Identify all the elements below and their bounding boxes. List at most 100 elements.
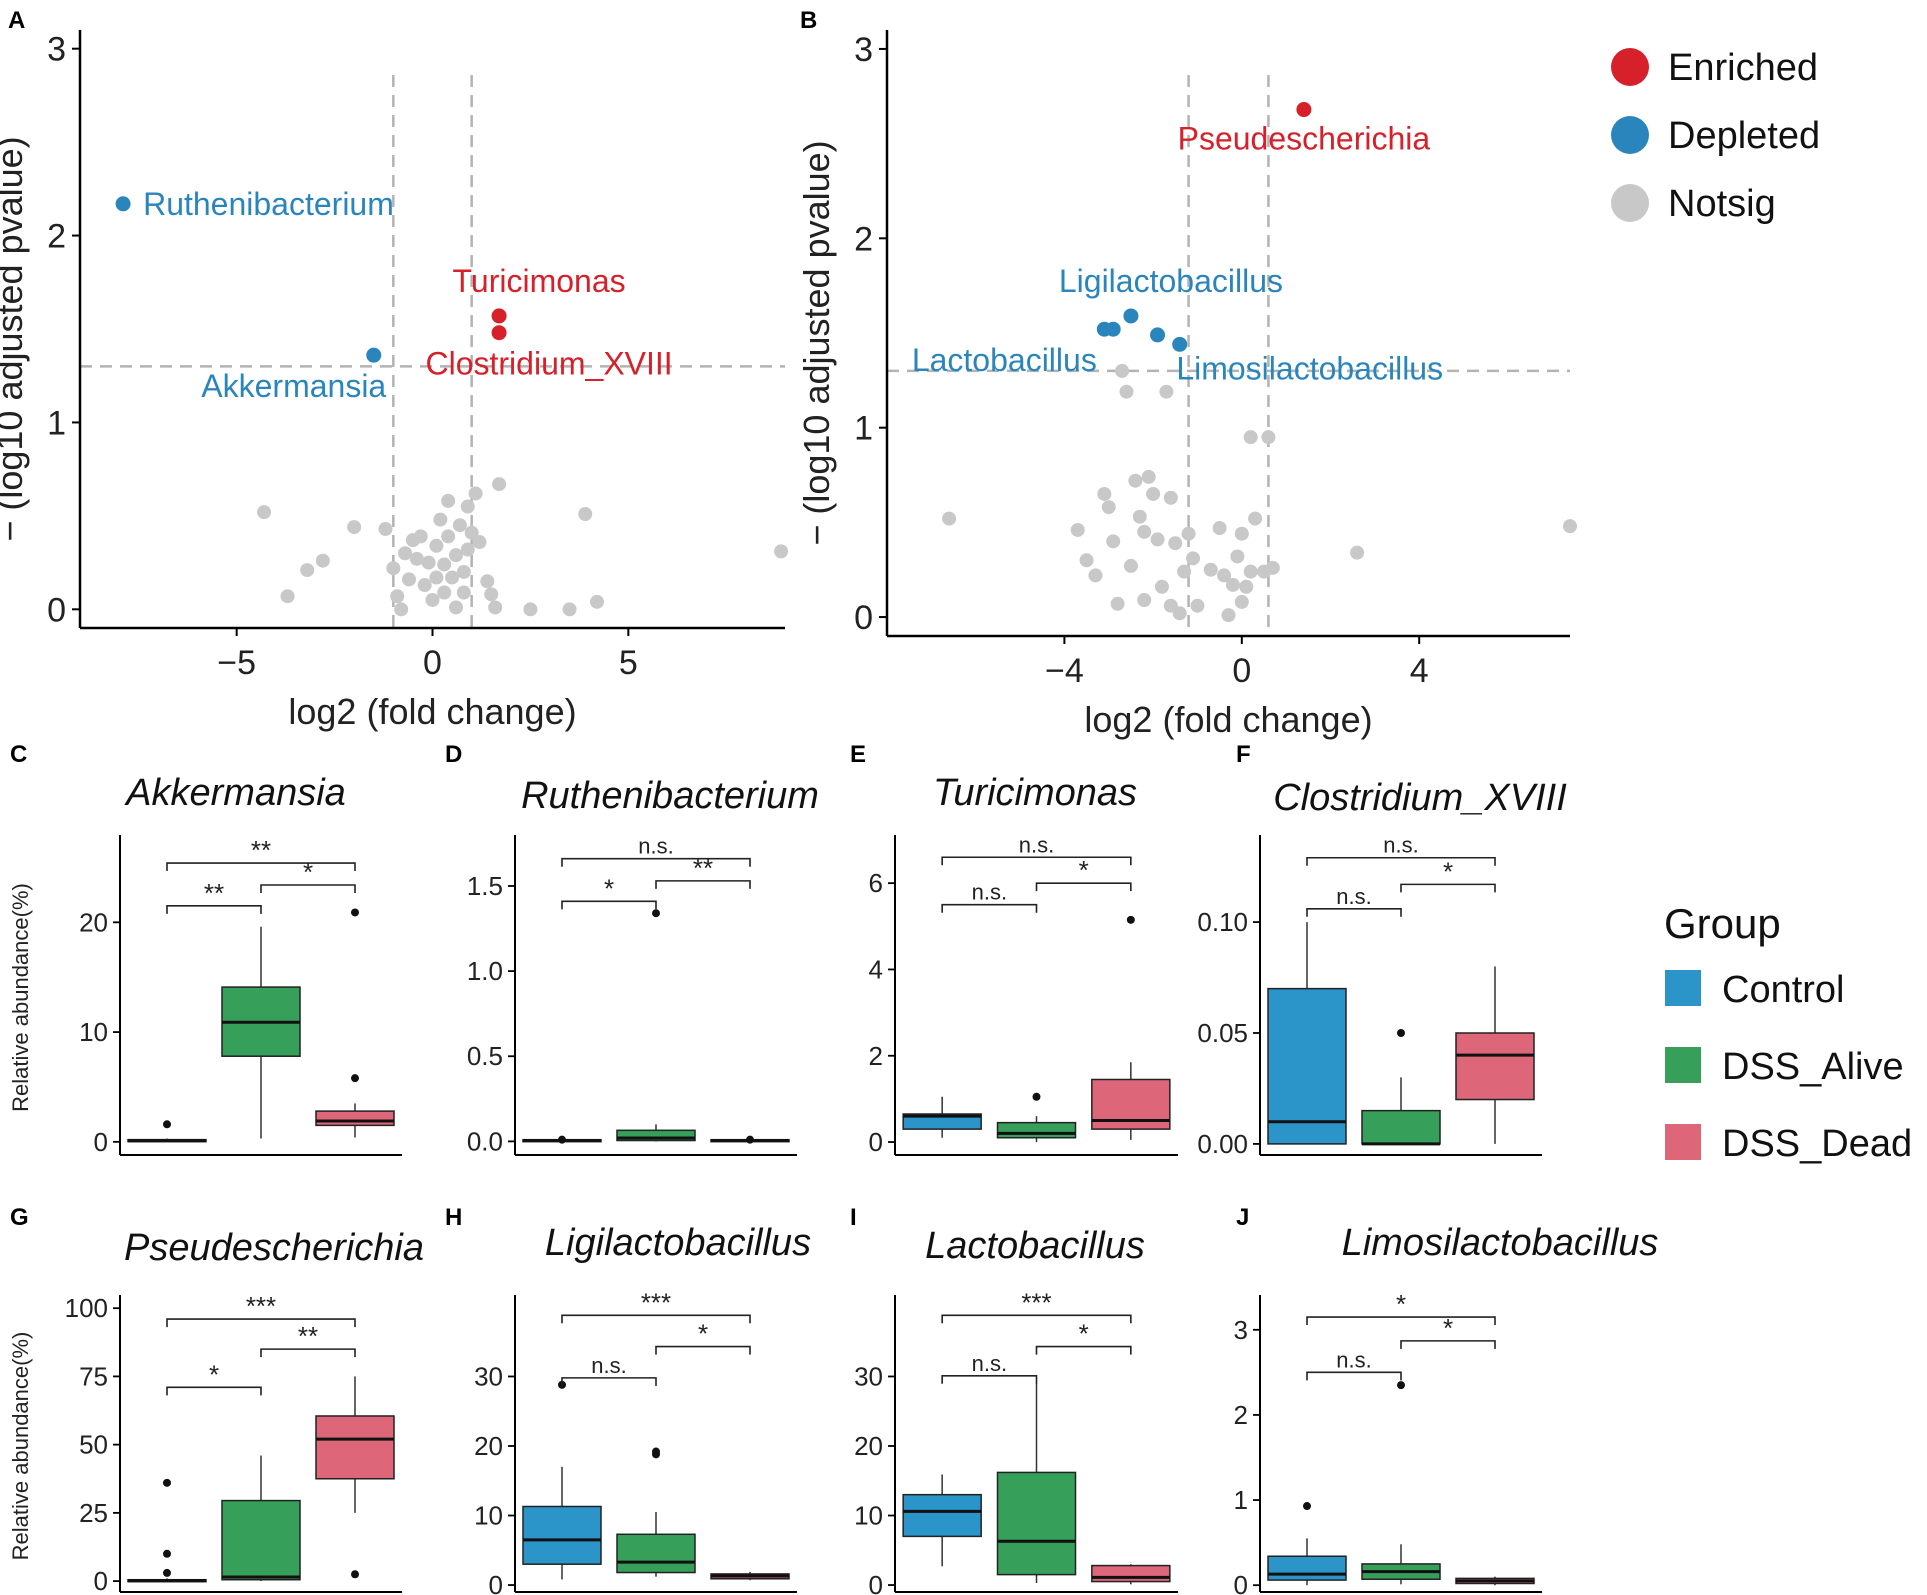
box-dss_dead bbox=[1091, 1564, 1171, 1583]
y-tick-label: 2 bbox=[47, 218, 66, 256]
box-dss_alive bbox=[996, 1121, 1077, 1139]
notsig-point bbox=[402, 572, 416, 587]
point-akkermansia bbox=[366, 347, 382, 363]
notsig-point bbox=[1106, 534, 1121, 549]
notsig-point bbox=[1203, 562, 1218, 577]
notsig-point bbox=[1115, 363, 1130, 378]
panel-letter: E bbox=[850, 741, 866, 768]
y-tick-label: 10 bbox=[79, 1017, 108, 1047]
significance-label: * bbox=[1443, 856, 1453, 886]
significance-label: n.s. bbox=[1336, 1347, 1371, 1372]
box-dss_alive bbox=[1361, 1109, 1441, 1145]
significance-bracket bbox=[941, 1314, 1132, 1324]
y-tick-label: 0.00 bbox=[1197, 1129, 1248, 1159]
y-tick-label: 0 bbox=[854, 599, 873, 637]
y-tick-label: 3 bbox=[854, 31, 873, 69]
point-unlabeled bbox=[1105, 321, 1121, 337]
y-tick-label: 0 bbox=[94, 1127, 108, 1157]
point-turicimonas bbox=[491, 308, 507, 324]
notsig-point bbox=[429, 538, 444, 553]
y-tick-label: 6 bbox=[869, 868, 883, 898]
y-tick-label: 0.5 bbox=[467, 1041, 503, 1071]
y-tick-label: 100 bbox=[65, 1293, 108, 1323]
notsig-point bbox=[1110, 596, 1125, 611]
box-control bbox=[902, 1113, 982, 1130]
x-tick-label: 0 bbox=[423, 644, 442, 682]
notsig-point bbox=[413, 529, 428, 544]
y-tick-label: 0 bbox=[47, 591, 66, 629]
notsig-point bbox=[257, 505, 272, 520]
notsig-point bbox=[1563, 519, 1577, 534]
notsig-point bbox=[464, 525, 479, 540]
y-tick-label: 0.05 bbox=[1197, 1018, 1248, 1048]
legend-label-dss_alive: DSS_Alive bbox=[1722, 1046, 1904, 1088]
y-tick-label: 20 bbox=[474, 1431, 503, 1461]
notsig-point bbox=[1234, 594, 1249, 609]
y-tick-label: 0.10 bbox=[1197, 907, 1248, 937]
y-axis-title: Relative abundance(%) bbox=[8, 883, 33, 1112]
legend-label-control: Control bbox=[1722, 969, 1845, 1011]
notsig-point bbox=[390, 589, 405, 604]
box-dss_alive bbox=[616, 1533, 696, 1574]
y-tick-label: 30 bbox=[854, 1361, 883, 1391]
point-unlabeled bbox=[1150, 327, 1166, 343]
significance-label: ** bbox=[204, 878, 224, 908]
significance-label: * bbox=[1396, 1289, 1406, 1319]
significance-bracket bbox=[941, 856, 1132, 866]
y-axis-title: Relative abundance(%) bbox=[8, 1332, 33, 1561]
significance-bracket bbox=[1400, 883, 1496, 893]
y-tick-label: 2 bbox=[854, 220, 873, 258]
significance-bracket bbox=[1306, 1316, 1496, 1326]
outlier-point bbox=[163, 1549, 171, 1558]
x-tick-label: −5 bbox=[217, 644, 256, 682]
notsig-point bbox=[421, 555, 436, 570]
notsig-point bbox=[1177, 564, 1192, 579]
legend-swatch-depleted bbox=[1611, 116, 1649, 154]
notsig-point bbox=[456, 585, 471, 600]
notsig-point bbox=[398, 546, 413, 561]
y-tick-label: 1 bbox=[47, 404, 66, 442]
notsig-point bbox=[468, 486, 483, 501]
y-tick-label: 0 bbox=[869, 1127, 883, 1157]
notsig-point bbox=[562, 602, 577, 617]
y-tick-label: 25 bbox=[79, 1498, 108, 1528]
x-tick-label: 0 bbox=[1232, 652, 1251, 690]
notsig-point bbox=[590, 594, 604, 609]
notsig-point bbox=[315, 553, 330, 568]
notsig-point bbox=[1123, 558, 1138, 573]
notsig-point bbox=[280, 589, 295, 604]
legend-group: Group Control DSS_Alive DSS_Dead bbox=[1664, 900, 1912, 1165]
notsig-point bbox=[523, 602, 538, 617]
panel-title: Ligilactobacillus bbox=[545, 1222, 811, 1264]
notsig-point bbox=[347, 520, 362, 535]
outlier-point bbox=[163, 1478, 171, 1487]
notsig-point bbox=[1221, 608, 1236, 623]
notsig-point bbox=[1243, 430, 1258, 445]
significance-bracket bbox=[561, 900, 657, 910]
notsig-point bbox=[1137, 593, 1152, 608]
y-tick-label: 0 bbox=[489, 1570, 503, 1595]
box-control bbox=[1267, 1555, 1347, 1581]
panel-letter: A bbox=[8, 7, 25, 34]
significance-label: * bbox=[698, 1319, 708, 1349]
y-tick-label: 75 bbox=[79, 1361, 108, 1391]
legend-volcano: Enriched Depleted Notsig bbox=[1611, 47, 1820, 225]
y-tick-label: 20 bbox=[854, 1431, 883, 1461]
significance-label: * bbox=[303, 857, 313, 887]
legend-swatch-control bbox=[1665, 970, 1701, 1006]
notsig-point bbox=[1137, 524, 1152, 539]
notsig-point bbox=[449, 548, 463, 563]
significance-label: * bbox=[209, 1359, 219, 1389]
legend-swatch-enriched bbox=[1611, 48, 1649, 86]
significance-bracket bbox=[561, 1377, 657, 1386]
significance-bracket bbox=[655, 880, 751, 889]
legend-swatch-dss_alive bbox=[1665, 1047, 1701, 1083]
significance-bracket bbox=[561, 1314, 751, 1324]
y-tick-label: 30 bbox=[474, 1361, 503, 1391]
label-clostridium_xviii: Clostridium_XVIII bbox=[425, 346, 672, 382]
y-tick-label: 10 bbox=[854, 1501, 883, 1531]
box-dss_dead bbox=[315, 1110, 395, 1127]
